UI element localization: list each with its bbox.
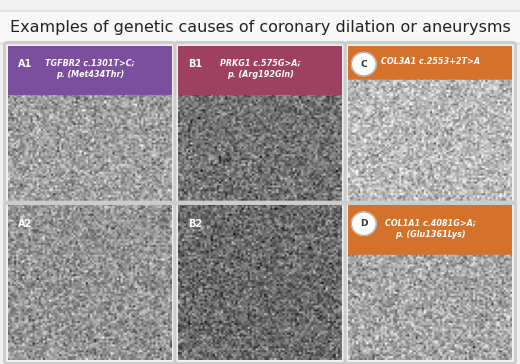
Circle shape <box>352 52 376 76</box>
Text: PRKG1 c.575G>A;
p. (Arg192Gln): PRKG1 c.575G>A; p. (Arg192Gln) <box>219 58 301 79</box>
Text: D: D <box>360 219 368 228</box>
FancyBboxPatch shape <box>0 11 520 44</box>
Text: COL1A1 c.4081G>A;
p. (Glu1361Lys): COL1A1 c.4081G>A; p. (Glu1361Lys) <box>385 218 476 239</box>
FancyBboxPatch shape <box>345 202 515 255</box>
Text: TGFBR2 c.1301T>C;
p. (Met434Thr): TGFBR2 c.1301T>C; p. (Met434Thr) <box>45 58 135 79</box>
Text: B2: B2 <box>188 219 202 229</box>
Text: A1: A1 <box>18 59 32 69</box>
FancyBboxPatch shape <box>345 42 515 80</box>
Circle shape <box>352 212 376 236</box>
FancyBboxPatch shape <box>175 42 345 95</box>
Text: C: C <box>360 60 367 69</box>
Text: B1: B1 <box>188 59 202 69</box>
Text: A2: A2 <box>18 219 32 229</box>
Text: Examples of genetic causes of coronary dilation or aneurysms: Examples of genetic causes of coronary d… <box>10 20 510 35</box>
Text: COL3A1 c.2553+2T>A: COL3A1 c.2553+2T>A <box>381 56 480 66</box>
FancyBboxPatch shape <box>5 42 175 95</box>
